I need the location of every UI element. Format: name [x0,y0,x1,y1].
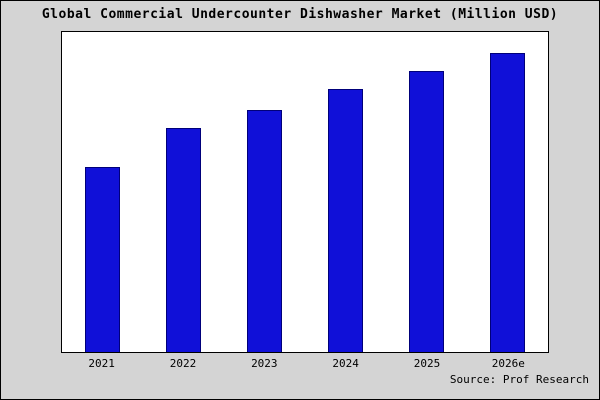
bar-2025 [409,70,444,352]
bars-container [62,32,548,352]
bar-slot [386,32,467,352]
x-axis-labels: 2021 2022 2023 2024 2025 2026e [61,357,549,370]
plot-area [61,31,549,353]
source-caption: Source: Prof Research [449,373,589,386]
bar-slot [224,32,305,352]
bar-2023 [247,109,282,352]
x-tick-label-2026e: 2026e [491,357,525,370]
bar-2021 [85,166,120,352]
bar-2022 [166,127,201,352]
x-tick-label-2025: 2025 [413,357,441,370]
bar-2026e [490,52,525,352]
bar-2024 [328,88,363,352]
chart-title: Global Commercial Undercounter Dishwashe… [41,7,559,22]
x-tick-label-2022: 2022 [169,357,197,370]
x-tick-label-2021: 2021 [88,357,115,370]
x-tick-label-2023: 2023 [251,357,278,370]
x-tick-label-2024: 2024 [332,357,359,370]
bar-slot [467,32,548,352]
bar-slot [62,32,143,352]
bar-slot [143,32,224,352]
bar-slot [305,32,386,352]
